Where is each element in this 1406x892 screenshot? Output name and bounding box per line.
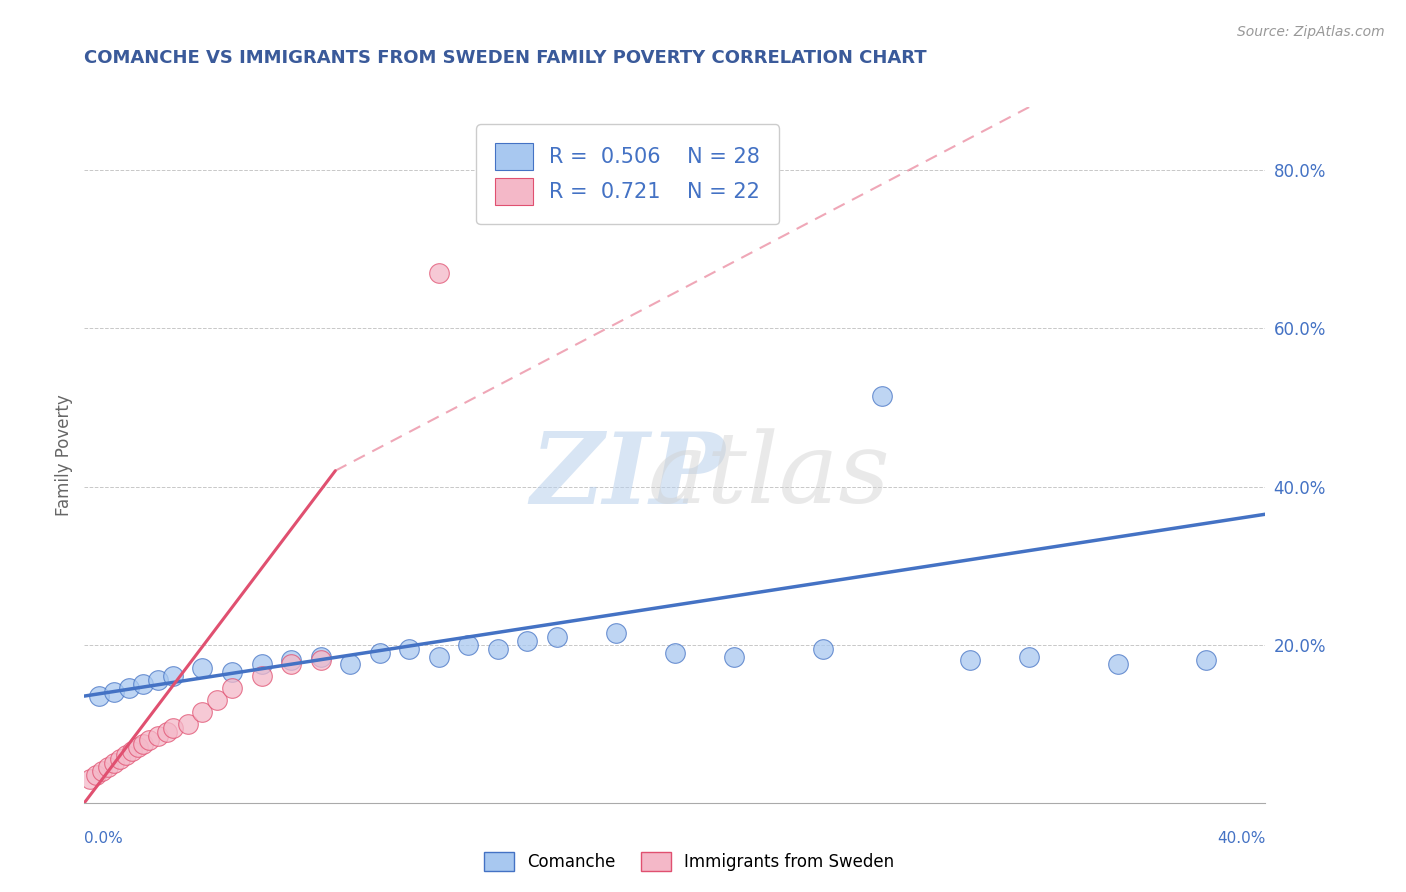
Point: [546, 630, 568, 644]
Point: [97, 760, 120, 774]
Point: [108, 752, 131, 766]
Legend: Comanche, Immigrants from Sweden: Comanche, Immigrants from Sweden: [475, 843, 903, 880]
Point: [398, 641, 420, 656]
Point: [250, 669, 273, 683]
Point: [664, 646, 686, 660]
Point: [486, 641, 509, 656]
Point: [280, 653, 302, 667]
Text: atlas: atlas: [648, 428, 891, 524]
Point: [127, 740, 149, 755]
Point: [1195, 653, 1218, 667]
Point: [79, 772, 101, 786]
Point: [605, 625, 627, 640]
Point: [1018, 649, 1040, 664]
Point: [280, 657, 302, 672]
Point: [103, 685, 125, 699]
Point: [177, 716, 200, 731]
Point: [103, 756, 125, 771]
Point: [114, 748, 136, 763]
Point: [427, 266, 450, 280]
Point: [132, 737, 155, 751]
Point: [250, 657, 273, 672]
Text: 0.0%: 0.0%: [84, 831, 124, 846]
Point: [132, 677, 155, 691]
Point: [162, 669, 184, 683]
Point: [148, 673, 170, 688]
Point: [156, 724, 179, 739]
Legend: R =  0.506    N = 28, R =  0.721    N = 22: R = 0.506 N = 28, R = 0.721 N = 22: [477, 124, 779, 224]
Point: [221, 681, 243, 695]
Point: [870, 389, 893, 403]
Point: [516, 633, 538, 648]
Point: [138, 732, 160, 747]
Text: COMANCHE VS IMMIGRANTS FROM SWEDEN FAMILY POVERTY CORRELATION CHART: COMANCHE VS IMMIGRANTS FROM SWEDEN FAMIL…: [84, 49, 927, 67]
Point: [191, 705, 214, 719]
Point: [457, 638, 479, 652]
Point: [811, 641, 834, 656]
Point: [148, 729, 170, 743]
Point: [309, 649, 332, 664]
Text: ZIP: ZIP: [530, 427, 725, 524]
Point: [91, 764, 114, 779]
Point: [309, 653, 332, 667]
Point: [121, 744, 143, 758]
Point: [84, 768, 107, 782]
Point: [959, 653, 981, 667]
Point: [368, 646, 391, 660]
Point: [162, 721, 184, 735]
Point: [87, 689, 111, 703]
Point: [191, 661, 214, 675]
Point: [339, 657, 361, 672]
Point: [221, 665, 243, 680]
Y-axis label: Family Poverty: Family Poverty: [55, 394, 73, 516]
Text: 40.0%: 40.0%: [1218, 831, 1265, 846]
Text: Source: ZipAtlas.com: Source: ZipAtlas.com: [1237, 25, 1385, 39]
Point: [118, 681, 141, 695]
Point: [723, 649, 745, 664]
Point: [1107, 657, 1129, 672]
Point: [427, 649, 450, 664]
Point: [205, 693, 228, 707]
